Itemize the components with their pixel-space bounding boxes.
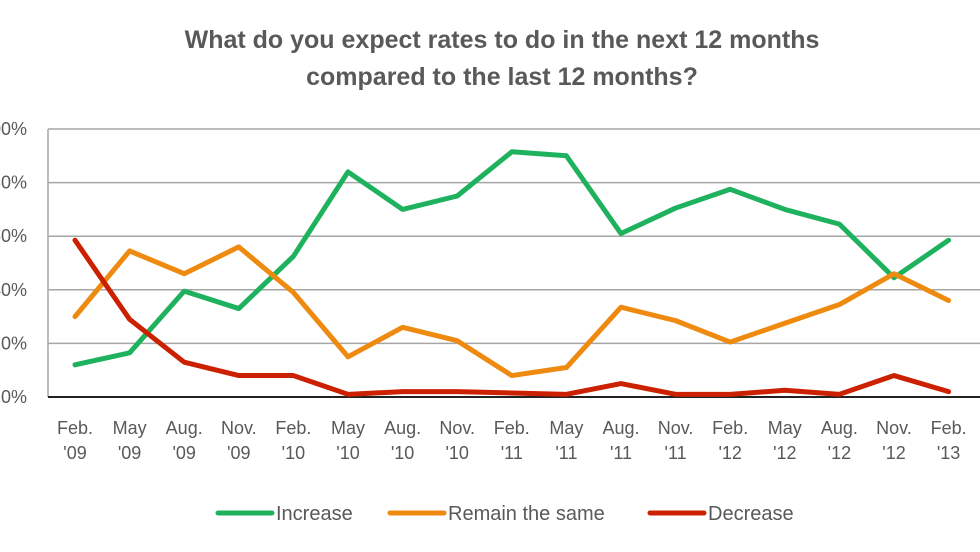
x-tick-label-line: '11 xyxy=(665,443,687,463)
legend-label-increase: Increase xyxy=(276,503,353,525)
y-tick-label: 40% xyxy=(0,280,27,300)
x-tick-label: Feb. '13 xyxy=(931,418,967,463)
x-tick-label-line: '10 xyxy=(391,443,414,463)
x-tick-label: Nov. '11 xyxy=(658,418,694,463)
x-tick-label-line: '10 xyxy=(282,443,305,463)
x-tick-label-line: Nov. xyxy=(221,418,257,438)
x-tick-label-line: Nov. xyxy=(439,418,475,438)
legend-label-remain-the-same: Remain the same xyxy=(448,503,605,525)
x-tick-label-line: Feb. xyxy=(494,418,530,438)
x-tick-label-line: May xyxy=(768,418,802,438)
gridlines xyxy=(47,128,980,398)
x-tick-label-line: Aug. xyxy=(166,418,203,438)
x-tick-label: Nov. '12 xyxy=(876,418,912,463)
legend-label-decrease: Decrease xyxy=(708,503,794,525)
x-tick-label-line: '09 xyxy=(63,443,86,463)
x-tick-label: Feb. '12 xyxy=(712,418,748,463)
x-tick-label: Aug. '12 xyxy=(821,418,858,463)
y-tick-label: 80% xyxy=(0,173,27,193)
x-tick-label-line: '12 xyxy=(718,443,741,463)
x-tick-label-line: Feb. xyxy=(931,418,967,438)
series-lines xyxy=(72,149,952,397)
x-tick-label-line: '10 xyxy=(445,443,468,463)
x-tick-label-line: Aug. xyxy=(602,418,639,438)
x-tick-label: May '09 xyxy=(113,418,147,463)
x-tick-label-line: '12 xyxy=(828,443,851,463)
x-tick-label-line: '11 xyxy=(610,443,632,463)
x-tick-label: May '12 xyxy=(768,418,802,463)
x-tick-label-line: May xyxy=(549,418,583,438)
x-axis-ticks: Feb. '09 May '09 Aug. '09 Nov. '09 Feb. '10 May '10… xyxy=(57,418,967,463)
series-line-remain-the-same xyxy=(72,244,952,379)
x-tick-label-line: Nov. xyxy=(658,418,694,438)
y-tick-label: 100% xyxy=(0,119,27,139)
x-tick-label: Nov. '09 xyxy=(221,418,257,463)
x-tick-label-line: '10 xyxy=(336,443,359,463)
x-tick-label: Feb. '10 xyxy=(275,418,311,463)
x-tick-label-line: Feb. xyxy=(712,418,748,438)
series-line-decrease xyxy=(72,237,952,397)
x-tick-label: Feb. '11 xyxy=(494,418,530,463)
x-tick-label: Aug. '10 xyxy=(384,418,421,463)
x-tick-label-line: Feb. xyxy=(57,418,93,438)
chart-title-line-2: compared to the last 12 months? xyxy=(306,63,698,91)
y-tick-label: 0% xyxy=(1,387,27,407)
x-tick-label-line: '09 xyxy=(172,443,195,463)
legend: Increase Remain the same Decrease xyxy=(215,503,794,525)
x-tick-label-line: Aug. xyxy=(821,418,858,438)
y-tick-label: 60% xyxy=(0,226,27,246)
x-tick-label-line: '11 xyxy=(501,443,523,463)
x-tick-label-line: '09 xyxy=(227,443,250,463)
x-tick-label-line: '09 xyxy=(118,443,141,463)
x-tick-label: Aug. '11 xyxy=(602,418,639,463)
x-tick-label-line: '12 xyxy=(882,443,905,463)
y-axis-ticks: 0% 20% 40% 60% 80% 100% xyxy=(0,119,27,407)
x-tick-label-line: Aug. xyxy=(384,418,421,438)
x-tick-label-line: May xyxy=(331,418,365,438)
x-tick-label: May '10 xyxy=(331,418,365,463)
x-tick-label: Aug. '09 xyxy=(166,418,203,463)
x-tick-label: Nov. '10 xyxy=(439,418,475,463)
x-tick-label-line: '12 xyxy=(773,443,796,463)
x-tick-label: Feb. '09 xyxy=(57,418,93,463)
y-tick-label: 20% xyxy=(0,333,27,353)
x-tick-label-line: '13 xyxy=(937,443,960,463)
chart-title-line-1: What do you expect rates to do in the ne… xyxy=(184,26,820,54)
x-tick-label-line: '11 xyxy=(555,443,577,463)
series-line-increase xyxy=(72,149,952,368)
x-tick-label-line: Feb. xyxy=(275,418,311,438)
chart-title: What do you expect rates to do in the ne… xyxy=(0,22,980,96)
x-tick-label-line: May xyxy=(113,418,147,438)
x-tick-label: May '11 xyxy=(549,418,583,463)
x-tick-label-line: Nov. xyxy=(876,418,912,438)
